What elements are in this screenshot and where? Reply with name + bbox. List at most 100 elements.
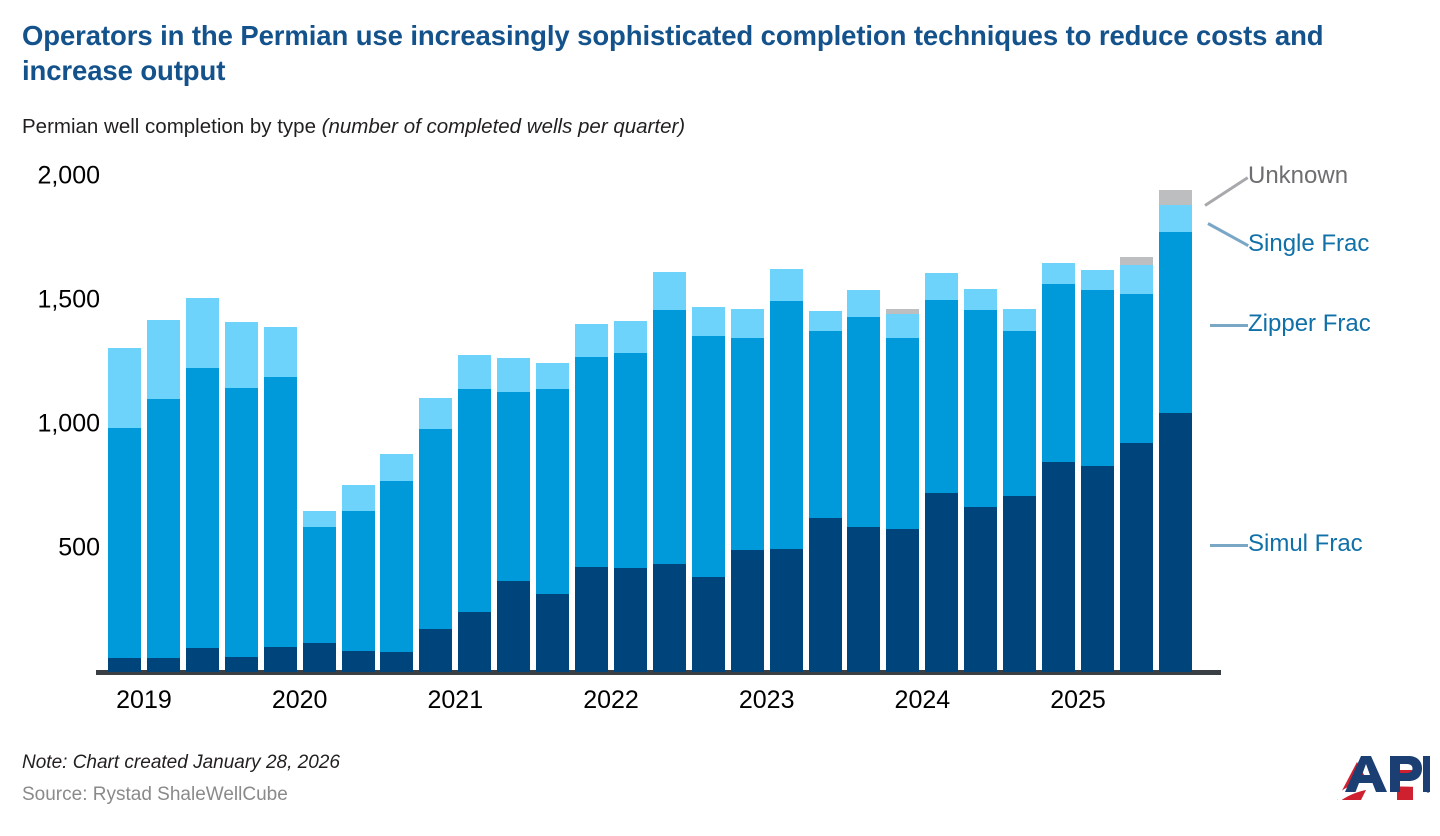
bar-segment-simul-frac [224, 657, 258, 672]
bar-segment-single-frac [302, 510, 336, 527]
bar[interactable] [886, 308, 920, 672]
bar-segment-zipper-frac [108, 427, 141, 659]
bar-segment-single-frac [536, 363, 570, 390]
bar-segment-simul-frac [847, 526, 881, 672]
bar[interactable] [691, 307, 725, 672]
bar[interactable] [419, 397, 453, 672]
bar-segment-single-frac [691, 307, 725, 336]
bar-segment-simul-frac [1003, 495, 1037, 672]
x-axis-label-2019: 2019 [116, 686, 172, 714]
legend-leader-line [1210, 324, 1248, 327]
bar[interactable] [1119, 256, 1153, 672]
bar[interactable] [224, 322, 258, 672]
bar-segment-zipper-frac [1158, 231, 1192, 413]
bar[interactable] [1042, 262, 1076, 672]
bar[interactable] [1081, 270, 1114, 672]
bar[interactable] [185, 297, 219, 672]
bar[interactable] [808, 311, 842, 672]
bar-segment-zipper-frac [847, 317, 881, 527]
legend-item-zipper-frac[interactable]: Zipper Frac [1248, 310, 1371, 337]
x-axis-label-2025: 2025 [1050, 686, 1106, 714]
bar[interactable] [263, 327, 297, 672]
bar[interactable] [536, 363, 570, 672]
bar-segment-simul-frac [652, 564, 686, 672]
chart-note: Note: Chart created January 28, 2026 [22, 752, 340, 773]
bar[interactable] [613, 321, 647, 672]
chart-subtitle: Permian well completion by type (number … [22, 114, 1222, 140]
bar[interactable] [730, 308, 764, 672]
bar[interactable] [302, 510, 336, 672]
bar[interactable] [652, 271, 686, 672]
bar[interactable] [847, 290, 881, 672]
bar-segment-single-frac [886, 313, 920, 339]
bar-segment-zipper-frac [769, 301, 803, 550]
bar-segment-simul-frac [769, 549, 803, 672]
bar-segment-zipper-frac [886, 338, 920, 530]
bar-segment-zipper-frac [1042, 283, 1076, 463]
bar-segment-simul-frac [341, 650, 375, 672]
bar-segment-zipper-frac [730, 338, 764, 551]
bar[interactable] [108, 348, 141, 672]
bar-segment-zipper-frac [419, 428, 453, 629]
bar-segment-zipper-frac [1119, 293, 1153, 443]
bar-segment-zipper-frac [497, 391, 531, 582]
bar-segment-simul-frac [808, 518, 842, 672]
bar[interactable] [964, 288, 998, 672]
x-axis-baseline [96, 670, 1221, 675]
bar[interactable] [458, 354, 492, 672]
bar-segment-simul-frac [146, 658, 180, 672]
bar-segment-single-frac [1042, 262, 1076, 284]
bar-segment-unknown [1119, 256, 1153, 266]
legend-item-simul-frac[interactable]: Simul Frac [1248, 530, 1363, 557]
bar-segment-simul-frac [185, 648, 219, 672]
bar-segment-simul-frac [886, 529, 920, 672]
chart-subtitle-italic: (number of completed wells per quarter) [321, 115, 686, 138]
bar-segment-unknown [886, 308, 920, 314]
x-axis-label-2020: 2020 [271, 686, 328, 714]
bar-segment-simul-frac [691, 576, 725, 672]
bar[interactable] [1003, 308, 1037, 672]
bar-segment-single-frac [1158, 204, 1192, 232]
bar-segment-zipper-frac [691, 335, 725, 577]
bar-segment-simul-frac [497, 581, 531, 672]
bar-segment-single-frac [146, 319, 180, 400]
bar-segment-simul-frac [108, 658, 141, 672]
bar[interactable] [380, 453, 414, 672]
bar-segment-single-frac [652, 271, 686, 310]
bar[interactable] [1158, 189, 1192, 672]
bar-segment-simul-frac [458, 612, 492, 672]
bar-segment-single-frac [185, 297, 219, 369]
bar[interactable] [497, 358, 531, 672]
bar[interactable] [146, 319, 180, 672]
y-axis-tick-1000: 1,000 [37, 409, 100, 438]
bar[interactable] [341, 484, 375, 672]
bar[interactable] [925, 272, 959, 672]
bar[interactable] [575, 323, 609, 672]
bar-segment-zipper-frac [224, 388, 258, 658]
bar-segment-zipper-frac [925, 300, 959, 494]
bar[interactable] [769, 269, 803, 672]
bar-segment-single-frac [341, 484, 375, 511]
bar-segment-zipper-frac [185, 368, 219, 649]
bar-segment-simul-frac [536, 593, 570, 672]
y-axis-tick-500: 500 [58, 533, 100, 562]
bar-segment-single-frac [730, 308, 764, 339]
bar-segment-single-frac [380, 453, 414, 482]
x-axis-label-2024: 2024 [894, 686, 951, 714]
legend-item-unknown[interactable]: Unknown [1248, 162, 1349, 189]
chart-subtitle-plain: Permian well completion by type [22, 115, 322, 138]
bar-segment-simul-frac [380, 652, 414, 672]
bar-segment-zipper-frac [1003, 331, 1037, 496]
bar-segment-single-frac [108, 348, 141, 428]
api-logo-icon [1335, 756, 1432, 802]
y-axis-tick-2000: 2,000 [37, 161, 100, 190]
x-axis-label-2023: 2023 [738, 686, 795, 714]
bar-segment-single-frac [263, 327, 297, 377]
bar-segment-single-frac [808, 311, 842, 332]
bar-segment-simul-frac [1042, 462, 1076, 672]
bar-segment-simul-frac [1119, 442, 1153, 672]
bar-segment-simul-frac [730, 550, 764, 672]
bar-segment-single-frac [458, 354, 492, 390]
legend-item-single-frac[interactable]: Single Frac [1248, 230, 1370, 257]
